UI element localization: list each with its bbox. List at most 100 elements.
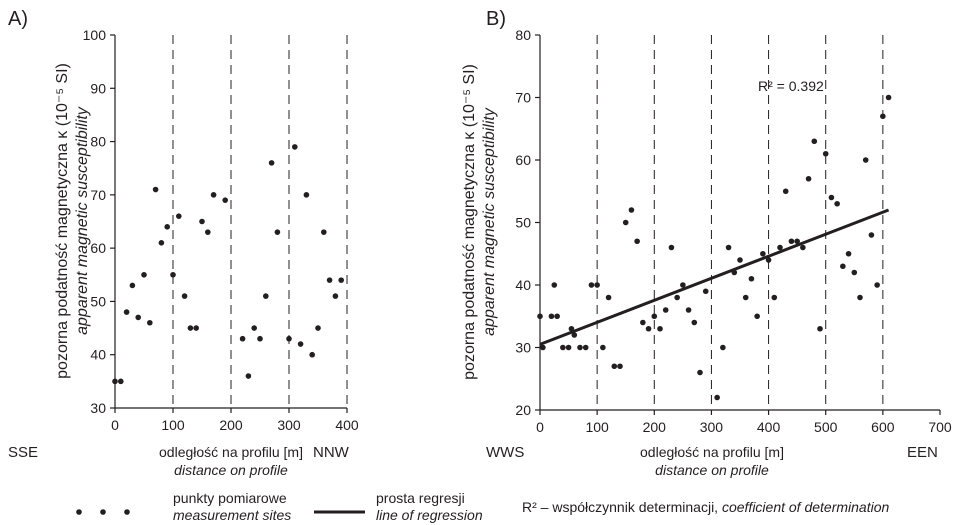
data-point <box>309 351 316 358</box>
panel-a-y-title-en: apparent magnetic susceptibility <box>74 106 91 335</box>
data-point <box>251 325 257 331</box>
data-point <box>315 325 321 331</box>
data-point <box>737 257 743 263</box>
x-tick-label: 200 <box>643 419 667 435</box>
data-point <box>662 307 669 313</box>
data-point <box>332 293 339 299</box>
panel-b-x-title: odległość na profilu [m] <box>640 444 784 460</box>
data-point <box>118 378 124 385</box>
panel-b-dir-right: EEN <box>907 444 938 461</box>
data-point <box>805 175 812 182</box>
data-point <box>874 282 880 288</box>
data-point <box>537 313 543 320</box>
data-point <box>292 144 298 150</box>
data-point <box>725 244 732 251</box>
data-point <box>862 157 869 163</box>
panel-a-label: A) <box>8 8 28 30</box>
x-tick-label: 0 <box>111 417 119 433</box>
legend-line-label: prosta regresji <box>376 490 465 506</box>
data-point <box>748 275 755 282</box>
data-point <box>170 271 176 278</box>
data-point <box>645 325 652 332</box>
x-tick-label: 0 <box>536 419 544 435</box>
data-point <box>141 271 147 278</box>
data-point <box>588 282 595 288</box>
panel-a-dir-left: SSE <box>8 444 38 461</box>
data-point <box>338 277 345 283</box>
y-tick-label: 60 <box>90 240 106 256</box>
panel-b-gridlines <box>596 35 884 410</box>
data-point <box>760 250 766 257</box>
y-tick-label: 90 <box>90 80 106 96</box>
data-point <box>112 378 118 385</box>
data-point <box>548 313 555 320</box>
data-point <box>857 294 863 301</box>
data-point <box>788 238 795 245</box>
data-point <box>674 294 680 301</box>
legend: punkty pomiarowe measurement sites prost… <box>76 490 889 523</box>
panel-a-x-ticks: 0 100 200 300 400 <box>111 408 359 433</box>
data-point <box>822 150 829 157</box>
x-tick-label: 200 <box>219 417 243 433</box>
x-tick-label: 300 <box>700 419 724 435</box>
data-point <box>274 229 281 235</box>
data-point <box>720 344 726 351</box>
y-tick-label: 40 <box>515 277 531 293</box>
legend-line-label-en: line of regression <box>376 507 483 523</box>
data-point <box>257 335 263 342</box>
x-tick-label: 400 <box>757 419 781 435</box>
data-point <box>634 238 640 245</box>
data-point <box>651 313 658 320</box>
data-point <box>697 369 703 376</box>
data-point <box>199 218 205 225</box>
data-point <box>164 224 170 230</box>
x-tick-label: 400 <box>335 417 359 433</box>
legend-points-label-en: measurement sites <box>173 507 291 523</box>
data-point <box>158 240 165 246</box>
data-point <box>691 319 698 326</box>
data-point <box>551 282 558 288</box>
legend-points-label: punkty pomiarowe <box>173 490 287 506</box>
panel-a-y-title: pozorna podatność magnetyczna κ (10⁻⁵ SI… <box>54 63 71 379</box>
data-point <box>568 325 575 332</box>
panel-b-points <box>537 94 892 401</box>
data-point <box>777 244 783 251</box>
legend-points-symbol <box>76 509 130 515</box>
data-point <box>771 294 778 301</box>
data-point <box>828 194 835 201</box>
data-point <box>540 344 546 351</box>
data-point <box>193 325 199 331</box>
data-point <box>811 138 818 145</box>
data-point <box>263 293 269 299</box>
data-point <box>582 344 589 351</box>
data-point <box>577 344 583 351</box>
data-point <box>657 325 663 332</box>
data-point <box>135 314 141 321</box>
data-point <box>845 250 852 257</box>
panel-a-chart: A) 30 40 50 60 70 80 90 100 0 100 200 300 400 pozor… <box>8 8 359 478</box>
panel-a-gridlines <box>172 35 348 408</box>
data-point <box>605 294 612 301</box>
data-point <box>565 344 572 351</box>
data-point <box>571 332 578 338</box>
panel-b-y-title: pozorna podatność magnetyczna κ (10⁻⁵ SI… <box>461 64 478 380</box>
data-point <box>668 244 675 251</box>
data-point <box>303 192 310 198</box>
data-point <box>885 94 892 101</box>
data-point <box>560 344 566 351</box>
data-point <box>554 313 560 320</box>
panel-a-dir-right: NNW <box>313 444 350 461</box>
data-point <box>286 335 292 342</box>
y-tick-label: 50 <box>515 215 531 231</box>
data-point <box>731 269 738 276</box>
y-tick-label: 70 <box>515 90 531 106</box>
x-tick-label: 100 <box>161 417 185 433</box>
panel-b-chart: B) 20 30 40 50 60 70 80 0 100 200 300 400 500 600 700… <box>461 8 952 478</box>
data-point <box>742 294 749 301</box>
data-point <box>817 325 823 332</box>
x-tick-label: 100 <box>585 419 609 435</box>
data-point <box>868 232 875 238</box>
data-point <box>176 213 182 219</box>
data-point <box>680 282 686 288</box>
